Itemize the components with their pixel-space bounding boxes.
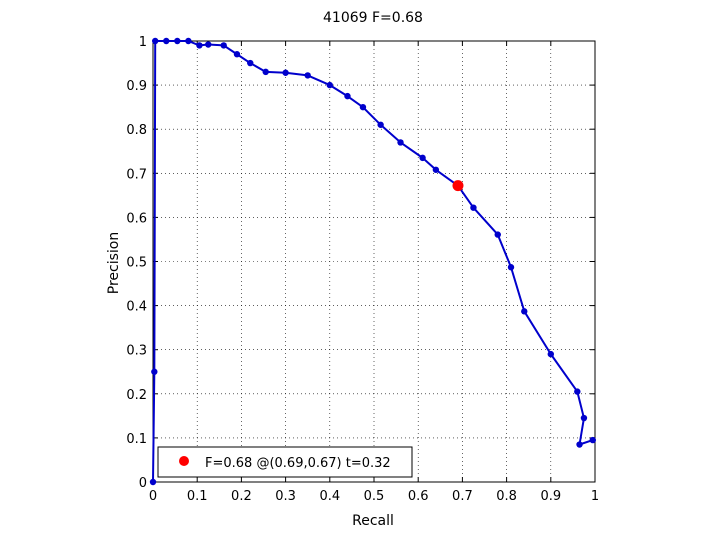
pr-curve-point [152, 37, 159, 45]
legend-box [157, 446, 413, 478]
x-tick-label: 0.1 [187, 489, 208, 504]
pr-curve-point [262, 68, 269, 76]
pr-curve-point [185, 37, 192, 45]
pr-curve-point [282, 69, 289, 76]
y-tick-label: 0.3 [126, 344, 147, 359]
y-tick-label: 0.1 [126, 432, 147, 447]
x-tick-label: 0.8 [496, 489, 517, 504]
pr-curve-point [344, 92, 351, 100]
y-tick-label: 0.4 [126, 300, 147, 315]
series-layer [149, 37, 596, 486]
x-tick-label: 0.5 [364, 489, 385, 504]
y-axis: 0 0.1 0.2 0.3 0.4 0.5 0.6 0.7 0.8 0.9 1 [126, 35, 595, 491]
y-tick-label: 1 [139, 35, 147, 50]
y-tick-label: 0.2 [126, 388, 147, 403]
x-tick-label: 0.7 [452, 489, 473, 504]
x-tick-label: 1 [591, 489, 599, 504]
pr-curve-point [377, 121, 384, 128]
pr-curve-point [470, 204, 477, 211]
y-axis-label: Precision [106, 232, 122, 294]
pr-curve-point [397, 139, 404, 146]
x-tick-label: 0.4 [319, 489, 340, 504]
pr-curve-point [196, 42, 203, 49]
y-tick-label: 0.9 [126, 79, 147, 94]
pr-curve-point [220, 42, 227, 49]
y-tick-label: 0.8 [126, 123, 147, 138]
pr-curve-point [432, 166, 440, 173]
pr-curve-point [304, 72, 311, 79]
pr-curve-point [205, 41, 212, 48]
pr-curve-point [576, 441, 583, 448]
y-tick-label: 0.7 [126, 167, 147, 182]
pr-curve-point [247, 59, 254, 67]
plot-area: 0 0.1 0.2 0.3 0.4 0.5 0.6 0.7 0.8 0.9 1 0 0.1 0.2 0.3… [126, 35, 599, 504]
x-axis: 0 0.1 0.2 0.3 0.4 0.5 0.6 0.7 0.8 0.9 1 [149, 41, 599, 504]
pr-curve-point [233, 51, 241, 58]
x-tick-label: 0.3 [275, 489, 296, 504]
pr-curve-point [574, 388, 581, 395]
pr-curve-point [174, 37, 181, 45]
x-axis-label: Recall [352, 513, 394, 529]
y-tick-label: 0.5 [126, 256, 147, 271]
pr-curve-point [547, 350, 554, 358]
pr-curve-point [589, 436, 596, 444]
y-tick-label: 0.6 [126, 211, 147, 226]
y-tick-label: 0 [139, 476, 147, 491]
pr-curve-point [580, 414, 588, 422]
best-f-point [452, 180, 464, 192]
chart-title: 41069 F=0.68 [323, 10, 423, 26]
x-tick-label: 0.6 [408, 489, 429, 504]
pr-curve-point [494, 231, 501, 238]
legend: F=0.68 @(0.69,0.67) t=0.32 [157, 446, 413, 478]
pr-curve-point [359, 103, 367, 111]
pr-curve-point [151, 368, 158, 375]
pr-curve-point [326, 81, 333, 89]
legend-marker [179, 456, 189, 466]
pr-curve-point [419, 154, 426, 162]
pr-curve-point [149, 478, 157, 486]
x-tick-label: 0.2 [231, 489, 252, 504]
pr-curve-point [521, 308, 528, 315]
x-tick-label: 0.9 [540, 489, 561, 504]
pr-curve-point [507, 264, 515, 271]
x-tick-label: 0 [149, 489, 157, 504]
grid-lines [153, 41, 595, 482]
pr-curve-point [163, 37, 170, 45]
highlight-layer [452, 180, 464, 192]
legend-entry: F=0.68 @(0.69,0.67) t=0.32 [205, 456, 391, 471]
